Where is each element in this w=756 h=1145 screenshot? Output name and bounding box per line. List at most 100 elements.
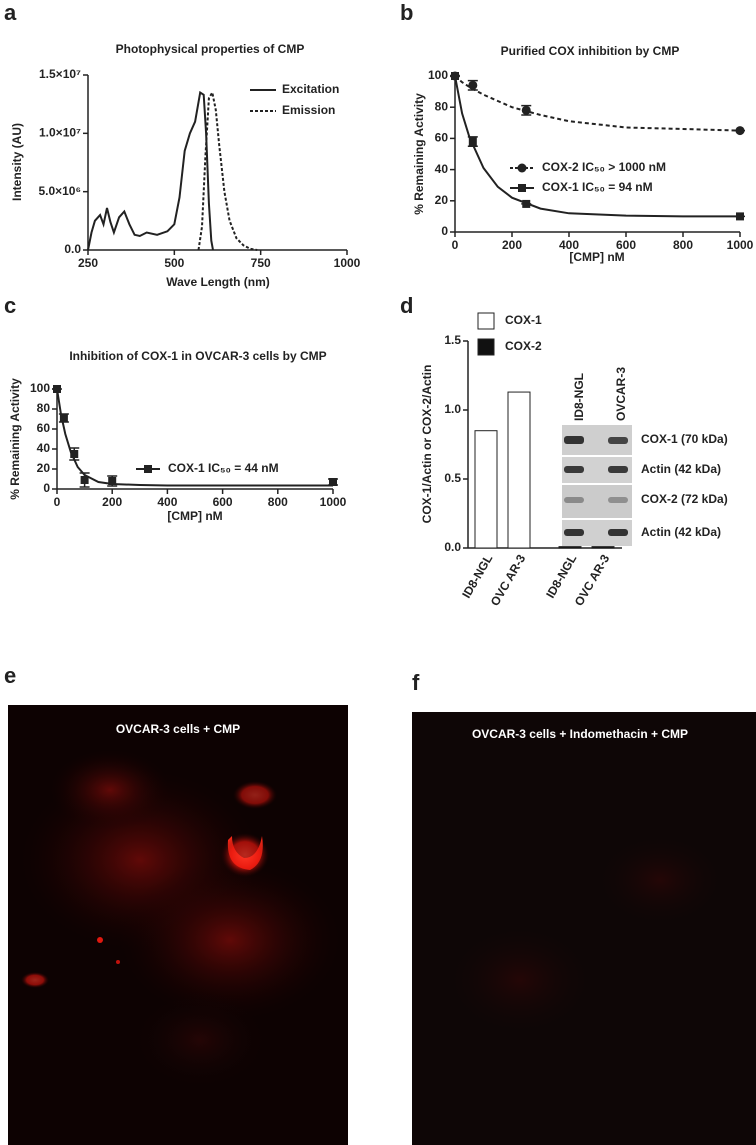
y-axis-label: Intensity (AU) (10, 123, 24, 201)
x-tick-label: 0 (452, 238, 459, 252)
micrograph-title: OVCAR-3 cells + Indomethacin + CMP (472, 727, 688, 741)
cell-glow (120, 860, 340, 1020)
data-point (521, 105, 531, 115)
y-tick-label: 20 (435, 193, 449, 207)
x-tick-label: ID8-NGL (543, 552, 579, 601)
y-tick-label: 0.0 (64, 242, 81, 256)
x-tick-label: 250 (78, 256, 98, 270)
legend-swatch (477, 338, 495, 356)
cell-glow (21, 972, 49, 988)
data-point (53, 385, 61, 393)
chart: Purified COX inhibition by CMP [CMP] nM % … (412, 44, 753, 264)
y-tick-label: 20 (37, 461, 51, 475)
data-point (451, 72, 459, 80)
chart-title: Photophysical properties of CMP (116, 42, 305, 56)
data-point (80, 476, 89, 484)
bar (474, 430, 498, 549)
x-tick-label: 200 (102, 495, 122, 509)
x-axis-label: Wave Length (nm) (166, 275, 270, 289)
panel-letter: e (4, 663, 16, 688)
x-tick-label: 0 (54, 495, 61, 509)
data-point (59, 414, 68, 422)
y-tick-label: 100 (428, 68, 448, 82)
blot-column-label: OVCAR-3 (614, 367, 628, 421)
data-point (522, 199, 531, 208)
bar (558, 546, 582, 549)
data-point (736, 212, 744, 221)
band (608, 437, 628, 444)
micrograph-title: OVCAR-3 cells + CMP (116, 722, 240, 736)
y-tick-label: 0.5 (444, 471, 461, 485)
x-tick-label: 400 (157, 495, 177, 509)
line (87, 90, 214, 251)
cell-glow (130, 990, 270, 1090)
data-point (70, 450, 79, 458)
y-tick-label: 1.5×10⁷ (39, 67, 81, 81)
micrograph: OVCAR-3 cells + CMP (8, 705, 348, 1145)
y-tick-label: 60 (37, 421, 51, 435)
x-tick-label: 750 (251, 256, 271, 270)
data-point (329, 478, 337, 486)
bar (591, 546, 615, 549)
legend-label: COX-2 (505, 339, 542, 353)
legend-label: COX-2 IC₅₀ > 1000 nM (542, 160, 666, 174)
x-tick-label: 400 (559, 238, 579, 252)
data-point (735, 126, 745, 136)
y-tick-label: 0 (441, 224, 448, 238)
data-point (108, 477, 117, 485)
panel-letter: a (4, 0, 17, 25)
band (564, 529, 584, 536)
legend-label: COX-1 (505, 313, 542, 327)
speck (116, 960, 120, 964)
panel-letter: c (4, 293, 16, 318)
y-tick-label: 80 (435, 99, 449, 113)
cell-glow (440, 920, 600, 1040)
x-tick-label: 1000 (727, 238, 754, 252)
y-axis-label: % Remaining Activity (8, 378, 22, 500)
y-tick-label: 0 (43, 481, 50, 495)
micrograph: OVCAR-3 cells + Indomethacin + CMP (412, 712, 756, 1145)
blot-row-label: Actin (42 kDa) (641, 525, 721, 539)
x-tick-label: 600 (213, 495, 233, 509)
data-point (468, 137, 477, 146)
x-tick-label: 1000 (334, 256, 361, 270)
x-tick-label: 500 (164, 256, 184, 270)
legend-label: Excitation (282, 82, 339, 96)
cell-glow (50, 750, 170, 830)
cell-glow (233, 781, 277, 809)
band (564, 497, 584, 503)
fit-curve (454, 75, 741, 132)
y-tick-label: 40 (435, 162, 449, 176)
legend-swatch (477, 312, 495, 330)
legend-marker (144, 465, 152, 473)
speck (97, 937, 103, 943)
y-tick-label: 40 (37, 441, 51, 455)
x-axis-label: [CMP] nM (569, 250, 624, 264)
y-tick-label: 100 (30, 381, 50, 395)
x-tick-label: 600 (616, 238, 636, 252)
y-tick-label: 1.0×10⁷ (39, 126, 81, 140)
y-tick-label: 80 (37, 401, 51, 415)
legend-label: COX-1 IC₅₀ = 44 nM (168, 461, 279, 475)
blot-row-label: Actin (42 kDa) (641, 462, 721, 476)
bright-cell (221, 833, 269, 877)
x-tick-label: 800 (673, 238, 693, 252)
legend-marker (517, 163, 527, 173)
blot: ID8-NGL OVCAR-3 COX-1 (70 kDa) Actin (42… (562, 367, 728, 546)
y-tick-label: 1.0 (444, 402, 461, 416)
band (564, 466, 584, 473)
band (564, 436, 584, 444)
fit-curve (454, 75, 740, 218)
blot-row-label: COX-1 (70 kDa) (641, 432, 728, 446)
chart-title: Purified COX inhibition by CMP (501, 44, 680, 58)
chart-title: Inhibition of COX-1 in OVCAR-3 cells by … (69, 349, 326, 363)
chart: Inhibition of COX-1 in OVCAR-3 cells by … (8, 349, 346, 523)
legend-marker (518, 184, 526, 192)
y-tick-label: 1.5 (444, 333, 461, 347)
y-tick-label: 5.0×10⁶ (38, 184, 81, 198)
panel-letter: f (412, 670, 420, 695)
micrograph-background (412, 712, 756, 1145)
x-tick-label: ID8-NGL (459, 552, 495, 601)
